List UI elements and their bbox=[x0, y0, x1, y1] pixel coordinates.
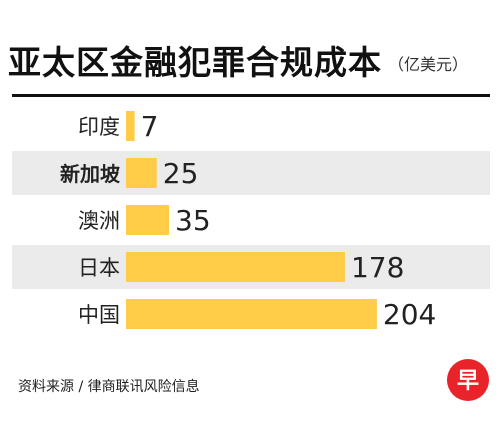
chart-title-row: 亚太区金融犯罪合规成本 （亿美元） bbox=[8, 36, 468, 84]
logo-circle bbox=[447, 359, 489, 401]
value-label: 204 bbox=[383, 298, 436, 331]
bar bbox=[126, 299, 377, 329]
category-label: 日本 bbox=[78, 256, 120, 280]
source-note: 资料来源 / 律商联讯风险信息 bbox=[18, 379, 200, 395]
category-label: 印度 bbox=[78, 115, 120, 139]
category-label: 新加坡 bbox=[60, 162, 121, 186]
category-label: 中国 bbox=[78, 303, 120, 327]
value-label: 7 bbox=[141, 110, 159, 143]
value-label: 25 bbox=[163, 157, 199, 190]
bar bbox=[126, 205, 170, 235]
row-band bbox=[12, 151, 490, 195]
zaobao-logo-icon: 早 bbox=[447, 359, 489, 401]
logo-char: 早 bbox=[457, 369, 479, 394]
bar bbox=[126, 252, 345, 282]
category-label: 澳洲 bbox=[78, 209, 120, 233]
bar-chart: 印度 7 新加坡 25 澳洲 35 日本 178 中国 204 bbox=[12, 110, 490, 331]
value-label: 35 bbox=[175, 204, 211, 237]
bar bbox=[126, 158, 157, 188]
bar bbox=[126, 111, 135, 141]
title-divider bbox=[12, 94, 490, 97]
unit-label: （亿美元） bbox=[388, 55, 469, 74]
value-label: 178 bbox=[351, 251, 404, 284]
chart-title: 亚太区金融犯罪合规成本 bbox=[8, 43, 382, 82]
